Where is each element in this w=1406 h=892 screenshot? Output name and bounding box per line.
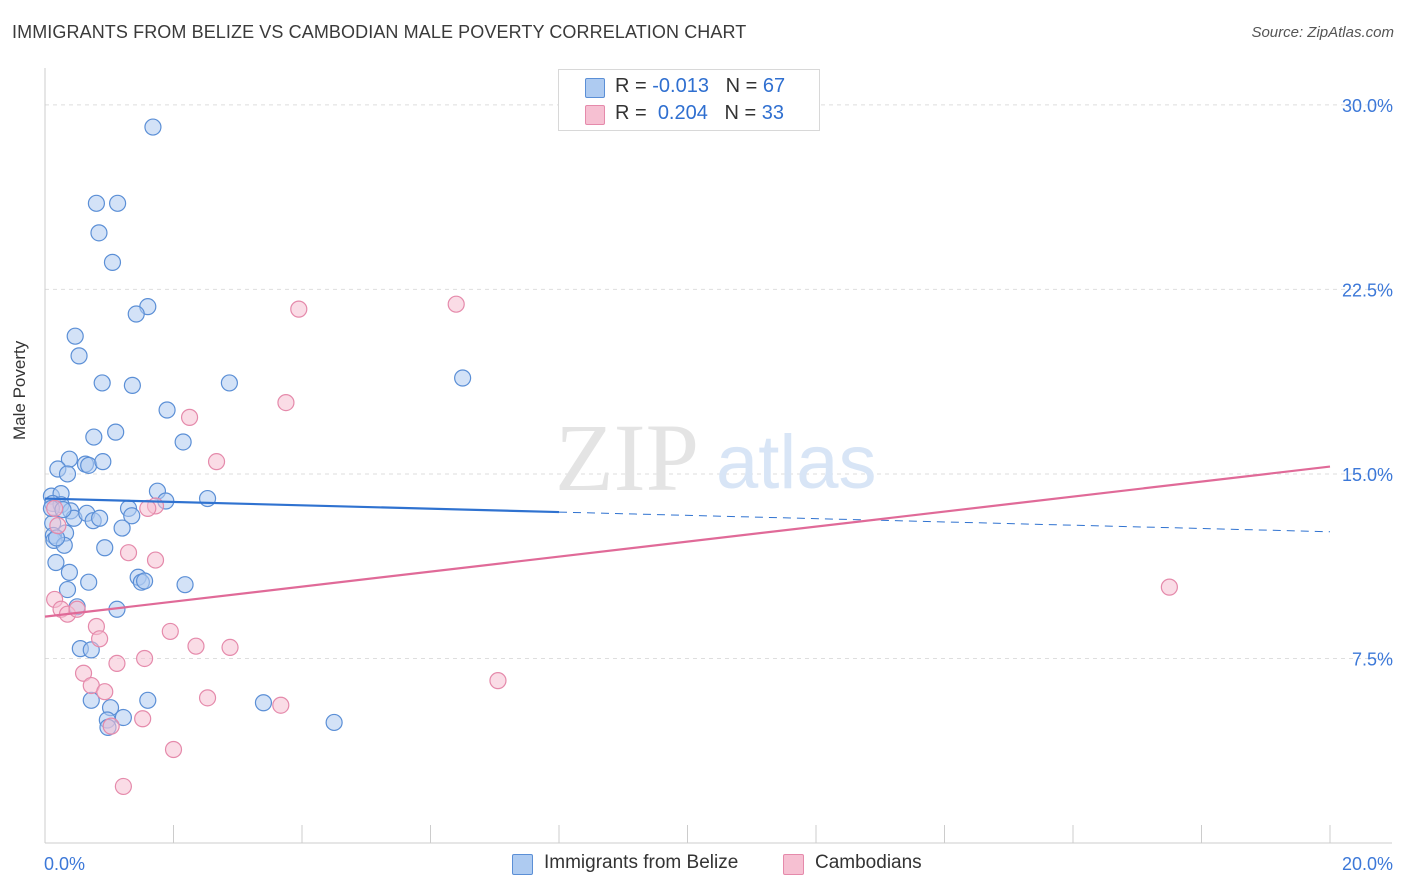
belize-point	[80, 573, 98, 591]
watermark-zip: ZIP	[555, 404, 699, 511]
belize-point	[70, 347, 88, 365]
belize-point	[94, 453, 112, 471]
series-belize-points	[42, 118, 472, 736]
cambodian-point	[146, 551, 165, 569]
cambodian-point	[96, 683, 114, 701]
cambodian-point	[114, 777, 132, 796]
cambodian-point	[91, 630, 109, 648]
belize-point	[139, 691, 157, 709]
legend-swatch-blue	[512, 854, 533, 875]
cambodian-point	[102, 717, 120, 735]
trend-line-belize	[44, 497, 560, 514]
belize-point	[66, 327, 84, 345]
cambodian-point	[198, 689, 217, 707]
cambodian-point	[272, 696, 290, 714]
legend-r-value: 0.204	[657, 102, 708, 124]
cambodian-point	[161, 622, 179, 641]
watermark-atlas: atlas	[716, 420, 877, 505]
legend-swatch-blue	[585, 78, 605, 98]
x-tick-label: 0.0%	[44, 854, 85, 874]
belize-point	[198, 489, 217, 508]
tick-labels: 7.5% 15.0% 22.5% 30.0% 0.0% 20.0%	[44, 96, 1393, 874]
belize-point	[127, 305, 145, 323]
trend-line-belize-extrapolated	[558, 511, 1331, 533]
chart-title: IMMIGRANTS FROM BELIZE VS CAMBODIAN MALE…	[12, 22, 747, 42]
legend-swatch-pink	[585, 105, 605, 125]
y-tick-label: 22.5%	[1342, 280, 1393, 300]
cambodian-point	[135, 649, 154, 668]
belize-point	[58, 580, 77, 599]
legend-r-label: R =	[615, 102, 647, 124]
belize-point	[144, 118, 162, 136]
cambodian-point	[221, 638, 239, 657]
belize-point	[158, 401, 176, 419]
belize-point	[114, 708, 132, 727]
belize-point	[254, 694, 273, 712]
source-label: Source: ZipAtlas.com	[1251, 24, 1394, 41]
belize-point	[454, 369, 472, 387]
trend-line-cambodians	[44, 465, 1331, 618]
y-tick-label: 7.5%	[1352, 649, 1393, 669]
belize-point	[107, 423, 125, 441]
cambodian-point	[447, 295, 465, 313]
belize-point	[135, 572, 154, 590]
belize-point	[80, 456, 98, 474]
cambodian-point	[49, 517, 67, 535]
belize-point	[85, 428, 103, 446]
belize-point	[60, 563, 79, 581]
belize-point	[176, 576, 194, 594]
legend-label-belize: Immigrants from Belize	[544, 852, 739, 873]
series-cambodians-points	[46, 295, 1178, 796]
belize-point	[220, 374, 238, 392]
y-tick-label: 15.0%	[1342, 465, 1393, 485]
grid-lines	[45, 104, 1392, 659]
belize-point	[47, 553, 65, 572]
legend-n-label: N =	[724, 102, 757, 124]
cambodian-point	[180, 408, 199, 426]
x-tick-label: 20.0%	[1342, 854, 1393, 874]
cambodian-point	[46, 499, 64, 517]
y-tick-label: 30.0%	[1342, 96, 1393, 116]
belize-point	[91, 509, 109, 527]
watermark: ZIP atlas	[555, 404, 877, 511]
belize-point	[123, 507, 141, 525]
cambodian-point	[134, 710, 152, 728]
belize-point	[90, 224, 108, 242]
cambodian-point	[74, 664, 93, 682]
legend-n-value: 33	[761, 102, 785, 124]
belize-point	[174, 433, 192, 451]
legend-swatch-pink	[783, 854, 804, 875]
legend-r-value: -0.013	[652, 75, 709, 97]
belize-point	[87, 194, 106, 212]
belize-point	[325, 713, 343, 732]
cambodian-point	[277, 394, 295, 412]
cambodian-point	[489, 672, 507, 690]
belize-point	[103, 253, 122, 271]
stats-legend: R = -0.013 N = 67 R = 0.204 N = 33	[558, 69, 820, 131]
belize-point	[123, 376, 141, 394]
axes	[44, 68, 1392, 844]
cambodian-point	[119, 544, 138, 562]
cambodian-point	[164, 740, 183, 759]
cambodian-point	[1160, 578, 1178, 596]
cambodian-point	[139, 499, 157, 517]
cambodian-point	[290, 300, 308, 318]
legend-n-value: 67	[762, 75, 786, 97]
cambodian-point	[68, 600, 86, 618]
belize-point	[93, 374, 111, 392]
legend-r-label: R =	[615, 75, 647, 97]
trend-lines	[44, 465, 1331, 618]
belize-point	[58, 465, 77, 483]
cambodian-point	[207, 453, 226, 471]
cambodian-point	[108, 654, 126, 672]
belize-point	[109, 194, 127, 212]
legend-n-label: N =	[725, 75, 758, 97]
legend-label-cambodians: Cambodians	[815, 852, 922, 873]
belize-point	[113, 519, 131, 537]
belize-point	[96, 539, 114, 557]
cambodian-point	[187, 637, 205, 655]
